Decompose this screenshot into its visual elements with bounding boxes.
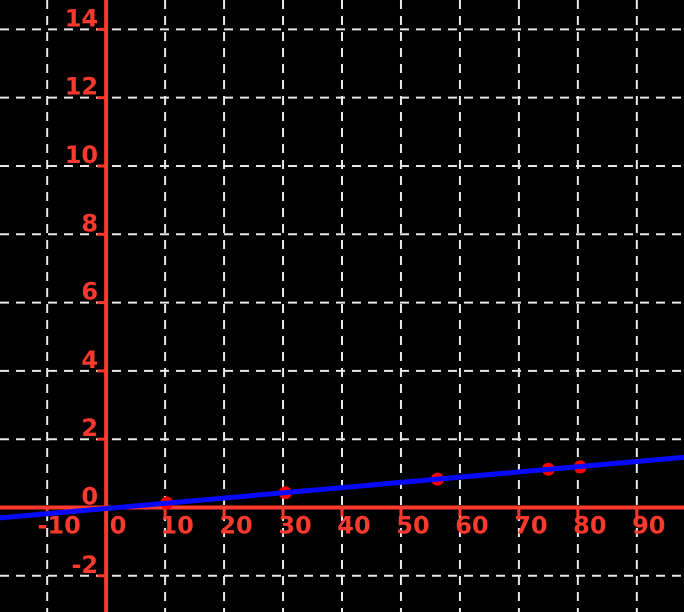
x-tick-label: 60 xyxy=(455,511,488,539)
x-tick-label: 50 xyxy=(396,511,429,539)
y-tick-label: 6 xyxy=(81,278,98,306)
x-tick-label: 20 xyxy=(219,511,252,539)
x-tick-label: 10 xyxy=(160,511,193,539)
y-tick-label: -2 xyxy=(71,551,98,579)
x-tick-label: 30 xyxy=(278,511,311,539)
x-tick-label: 90 xyxy=(632,511,665,539)
x-tick-label: 0 xyxy=(110,511,127,539)
y-tick-label: 12 xyxy=(65,73,98,101)
trend-line xyxy=(0,454,684,521)
y-tick-label: 14 xyxy=(65,4,98,32)
y-tick-label: 10 xyxy=(65,141,98,169)
y-tick-label: 2 xyxy=(81,414,98,442)
y-tick-label: 4 xyxy=(81,346,98,374)
x-tick-label: 40 xyxy=(337,511,370,539)
y-tick-label: 8 xyxy=(81,209,98,237)
x-tick-label: 80 xyxy=(573,511,606,539)
y-tick-label: 0 xyxy=(81,482,98,510)
x-tick-label: 70 xyxy=(514,511,547,539)
